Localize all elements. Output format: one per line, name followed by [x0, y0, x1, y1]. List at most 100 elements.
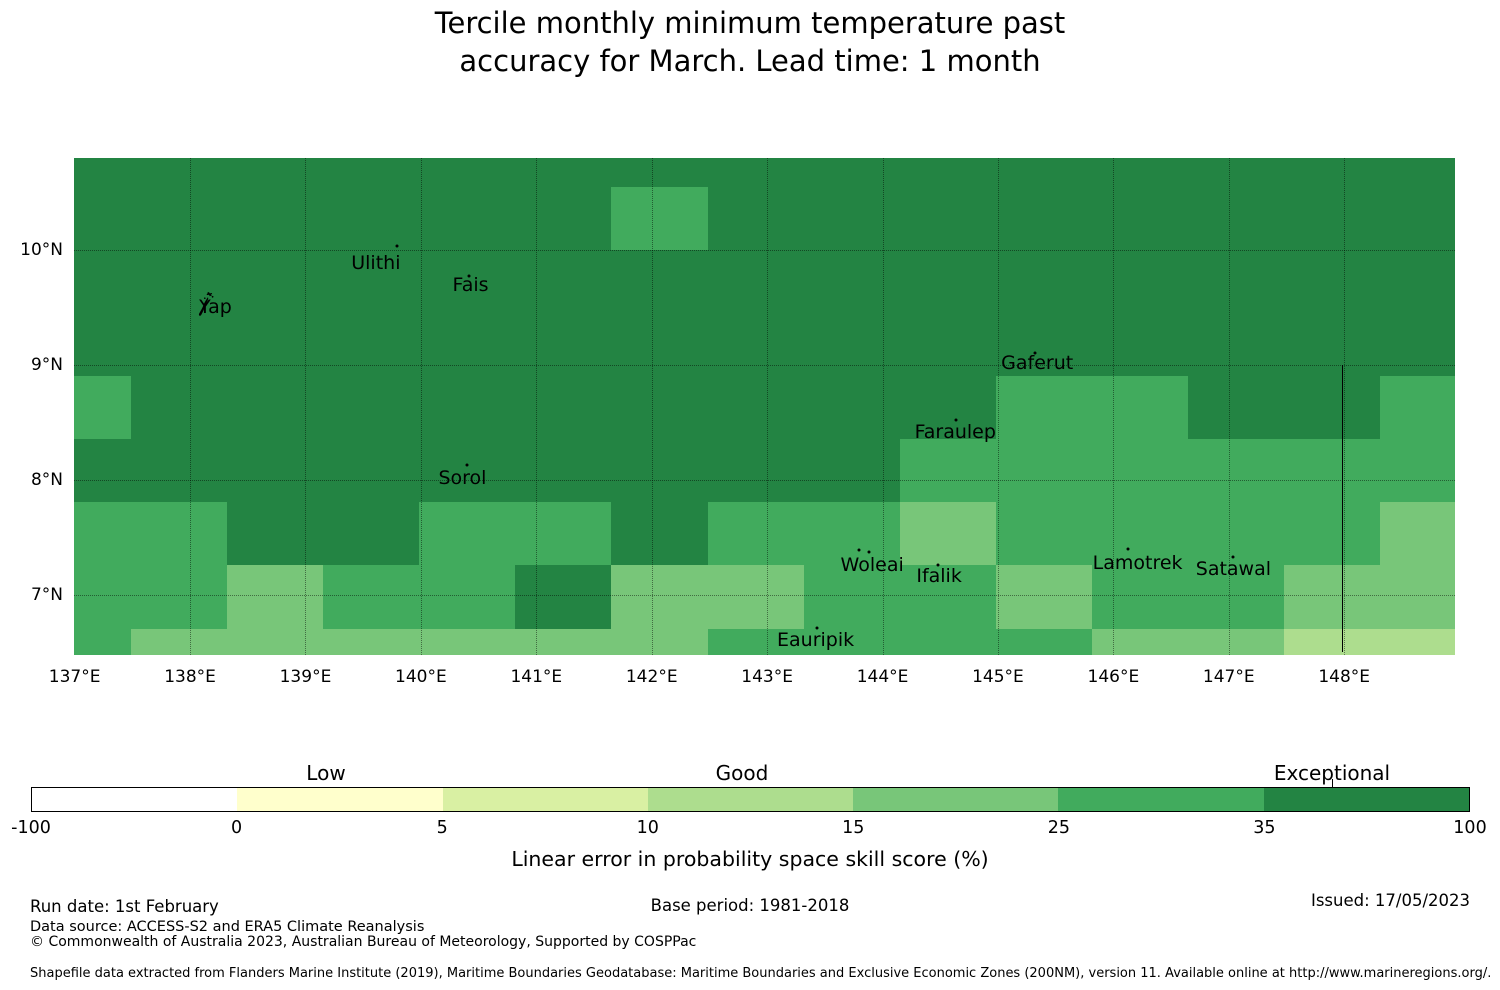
map-cell [227, 565, 324, 630]
map-cell [323, 376, 420, 440]
map-cell [323, 313, 420, 377]
map-cell [611, 628, 709, 655]
place-label-fais: Fais [452, 273, 489, 296]
map-cell [1188, 502, 1285, 567]
map-cell [1091, 313, 1189, 377]
colorbar-segment [442, 788, 648, 811]
map-cell [803, 313, 901, 377]
map-cell [803, 628, 901, 655]
map-cell [899, 313, 997, 377]
map-cell [707, 186, 805, 251]
colorbar-category-good: Good [715, 761, 769, 785]
colorbar-tick-label: 35 [1253, 818, 1276, 838]
map-cell [419, 186, 516, 251]
map-cell [515, 628, 613, 655]
place-label-ifalik: Ifalik [916, 565, 962, 588]
map-cell [515, 158, 613, 188]
map-cell [515, 565, 613, 630]
island-dot [954, 418, 958, 422]
island-dot [1126, 547, 1130, 551]
map-cell [1380, 439, 1455, 504]
place-label-satawal: Satawal [1195, 558, 1272, 581]
map-cell [73, 502, 132, 567]
colorbar-axis-label: Linear error in probability space skill … [511, 847, 989, 871]
map-cell [130, 249, 228, 314]
map-cell [1380, 502, 1455, 567]
issued-date-text: Issued: 17/05/2023 [1310, 891, 1470, 910]
map-cell [515, 186, 613, 251]
map-cell [1188, 565, 1285, 630]
map-gridline-vertical [651, 158, 653, 655]
map-cell [611, 158, 709, 188]
map-cell [995, 628, 1093, 655]
colorbar-tick-label: -100 [11, 818, 51, 838]
map-cell [130, 565, 228, 630]
map-cell [1284, 158, 1381, 188]
island-dot [395, 244, 399, 248]
map-cell [323, 628, 420, 655]
map-cell [803, 502, 901, 567]
map-cell [899, 439, 997, 504]
map-cell [73, 565, 132, 630]
colorbar [31, 787, 1470, 812]
colorbar-segment [1263, 788, 1469, 811]
map-cell [995, 249, 1093, 314]
map-gridline-vertical [1344, 158, 1346, 655]
colorbar-tick-label: 0 [230, 818, 243, 838]
island-dot [857, 548, 861, 552]
colorbar-segment [237, 788, 443, 811]
map-cell [1284, 502, 1381, 567]
map-cell [323, 502, 420, 567]
y-tick-label: 10°N [20, 239, 63, 260]
map-cell [1284, 628, 1381, 655]
map-cell [1284, 376, 1381, 440]
map-cell [1188, 186, 1285, 251]
map-gridline-vertical [997, 158, 999, 655]
colorbar-tick-label: 5 [436, 818, 448, 838]
map-gridline-horizontal [73, 594, 1455, 596]
map-cell [323, 565, 420, 630]
map-cell [1380, 565, 1455, 630]
map-cell [803, 249, 901, 314]
x-tick-label: 141°E [510, 667, 563, 687]
x-tick-label: 138°E [164, 667, 216, 687]
map-cell [73, 249, 132, 314]
island-dot [867, 550, 871, 554]
map-cell [419, 158, 516, 188]
map-cell [1091, 439, 1189, 504]
place-label-faraulep: Faraulep [914, 420, 996, 443]
map-cell [899, 502, 997, 567]
island-dot [465, 463, 469, 467]
map-cell [899, 376, 997, 440]
place-label-woleai: Woleai [840, 553, 904, 576]
place-label-yap: Yap [199, 296, 232, 319]
map-cell [419, 376, 516, 440]
map-cell [73, 376, 132, 440]
map-cell [130, 628, 228, 655]
map-cell [611, 249, 709, 314]
place-label-gaferut: Gaferut [1001, 351, 1074, 374]
map-cell [899, 628, 997, 655]
colorbar-tick-label: 10 [636, 818, 659, 838]
map-cell [1284, 249, 1381, 314]
colorbar-segment [32, 788, 238, 811]
chart-title-line2: accuracy for March. Lead time: 1 month [459, 44, 1041, 78]
place-label-sorol: Sorol [438, 466, 487, 489]
map-cell [130, 186, 228, 251]
map-cell [419, 628, 516, 655]
map-cell [803, 158, 901, 188]
map-cell [323, 186, 420, 251]
x-tick-label: 137°E [48, 667, 101, 687]
map-cell [323, 249, 420, 314]
map-gridline-vertical [1228, 158, 1230, 655]
map-gridline-vertical [1113, 158, 1115, 655]
map-cell [419, 565, 516, 630]
map-cell [73, 186, 132, 251]
colorbar-segment [853, 788, 1059, 811]
map-cell [899, 565, 997, 630]
x-tick-label: 142°E [625, 667, 678, 687]
map-cell [1188, 313, 1285, 377]
map-cell [995, 186, 1093, 251]
chart-title-line1: Tercile monthly minimum temperature past [434, 6, 1066, 40]
